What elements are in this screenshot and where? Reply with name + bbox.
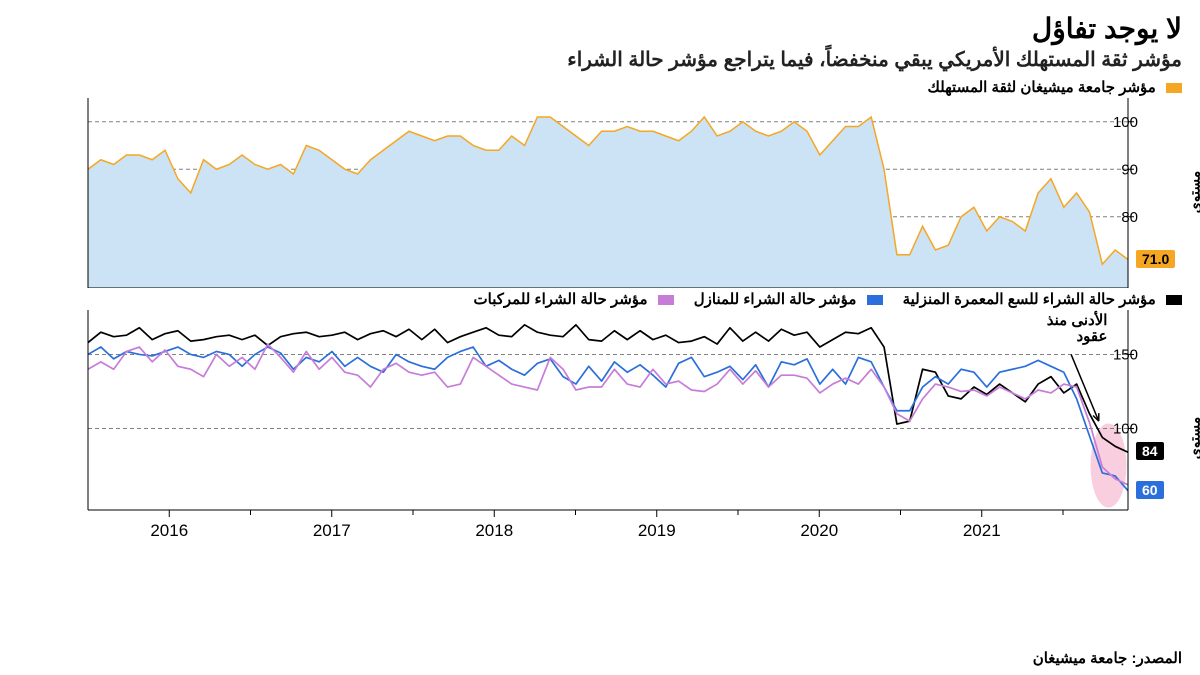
legend-label-durables: مؤشر حالة الشراء للسع المعمرة المنزلية <box>903 291 1156 308</box>
svg-text:2017: 2017 <box>313 521 351 540</box>
bottom-chart: مستوى 100150201620172018201920202021 84 … <box>18 308 1182 568</box>
top-chart: مستوى 8090100 71.0 <box>18 96 1182 288</box>
svg-text:100: 100 <box>1113 114 1138 131</box>
top-chart-svg: 8090100 <box>18 96 1182 288</box>
footer-source: المصدر: جامعة ميشيغان <box>1033 649 1182 667</box>
legend-label-vehicles: مؤشر حالة الشراء للمركبات <box>474 291 648 308</box>
legend-swatch-vehicles <box>658 295 674 305</box>
legend-swatch-houses <box>867 295 883 305</box>
legend-swatch-sentiment <box>1166 83 1182 93</box>
bottom-end-badge-durables: 84 <box>1136 442 1164 460</box>
top-legend: مؤشر جامعة ميشيغان لثقة المستهلك <box>18 78 1182 96</box>
legend-swatch-durables <box>1166 295 1182 305</box>
svg-text:2020: 2020 <box>800 521 838 540</box>
top-end-badge: 71.0 <box>1136 250 1175 268</box>
svg-text:2019: 2019 <box>638 521 676 540</box>
bottom-ylabel: مستوى <box>1187 417 1200 459</box>
top-ylabel: مستوى <box>1187 171 1200 213</box>
svg-text:2021: 2021 <box>963 521 1001 540</box>
bottom-legend: مؤشر حالة الشراء للسع المعمرة المنزلية م… <box>18 290 1182 308</box>
bottom-end-badge-houses: 60 <box>1136 481 1164 499</box>
svg-text:2016: 2016 <box>150 521 188 540</box>
page-subtitle: مؤشر ثقة المستهلك الأمريكي يبقي منخفضاً،… <box>18 47 1182 72</box>
svg-text:2018: 2018 <box>475 521 513 540</box>
page-title: لا يوجد تفاؤل <box>18 12 1182 45</box>
svg-text:150: 150 <box>1113 346 1138 363</box>
annotation-lowest: الأدنى منذ عقود <box>1047 313 1108 346</box>
svg-text:100: 100 <box>1113 421 1138 438</box>
bottom-chart-svg: 100 150 2016 2017 2018 2019 2020 2021 <box>18 308 1182 568</box>
legend-label-sentiment: مؤشر جامعة ميشيغان لثقة المستهلك <box>928 79 1156 96</box>
legend-label-houses: مؤشر حالة الشراء للمنازل <box>694 291 857 308</box>
